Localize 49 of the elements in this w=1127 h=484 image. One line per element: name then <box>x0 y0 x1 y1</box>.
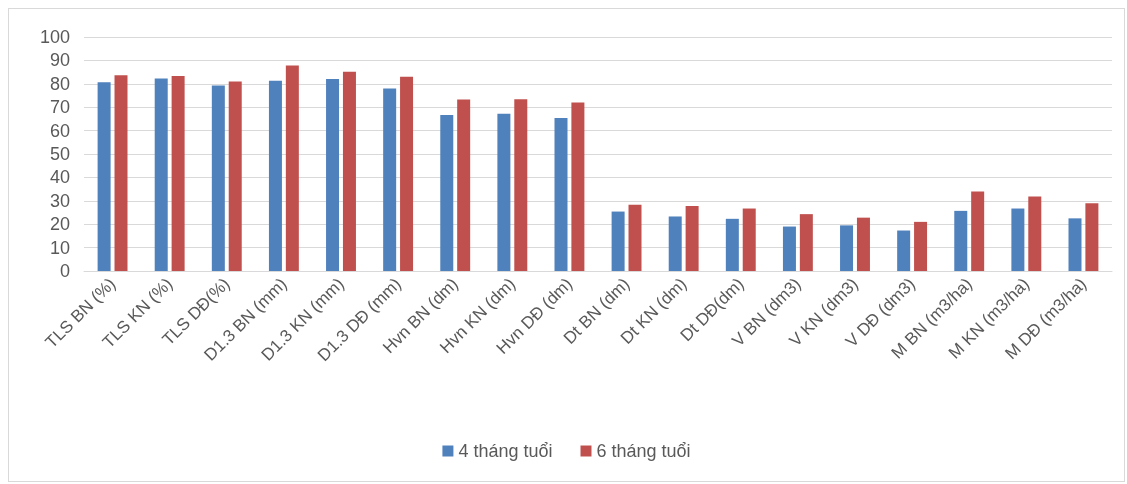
bar <box>457 99 471 271</box>
bar <box>285 65 299 271</box>
legend-label: 4 tháng tuổi <box>458 441 553 461</box>
bar <box>725 218 739 271</box>
bar <box>154 78 168 271</box>
bar <box>400 76 414 271</box>
bar <box>440 114 454 271</box>
bar <box>840 225 854 271</box>
bar <box>799 214 813 271</box>
bar <box>211 85 225 271</box>
bar <box>228 81 242 271</box>
y-tick-label: 100 <box>39 27 70 47</box>
bar <box>1028 196 1042 271</box>
y-tick-label: 70 <box>49 97 70 118</box>
bar <box>668 216 682 271</box>
y-tick-label: 50 <box>49 144 70 164</box>
bar <box>514 99 528 271</box>
bar <box>1068 218 1082 271</box>
bar <box>954 210 968 271</box>
bar <box>554 117 568 271</box>
bar <box>383 88 397 271</box>
bar <box>742 208 756 271</box>
y-tick-label: 10 <box>49 237 70 258</box>
bar <box>782 226 796 271</box>
bar <box>268 80 282 271</box>
bar <box>326 79 340 271</box>
bar <box>497 113 511 271</box>
bar <box>114 75 128 271</box>
bar <box>856 217 870 271</box>
bar <box>571 102 585 271</box>
bar <box>97 82 111 271</box>
bar <box>971 191 985 271</box>
y-tick-label: 60 <box>49 120 70 141</box>
y-tick-label: 0 <box>59 261 70 281</box>
y-tick-label: 90 <box>49 50 70 71</box>
bar <box>171 76 185 271</box>
legend-label: 6 tháng tuổi <box>596 441 691 461</box>
y-tick-label: 40 <box>49 167 70 188</box>
y-tick-label: 20 <box>49 214 70 235</box>
y-tick-label: 30 <box>49 190 70 211</box>
bar <box>628 204 642 271</box>
y-tick-label: 80 <box>49 73 70 94</box>
bar <box>1011 208 1025 271</box>
bar <box>342 71 356 271</box>
bar <box>685 205 699 271</box>
bar <box>897 230 911 271</box>
bar <box>914 221 928 271</box>
bar <box>611 211 625 271</box>
bar <box>1085 203 1099 271</box>
